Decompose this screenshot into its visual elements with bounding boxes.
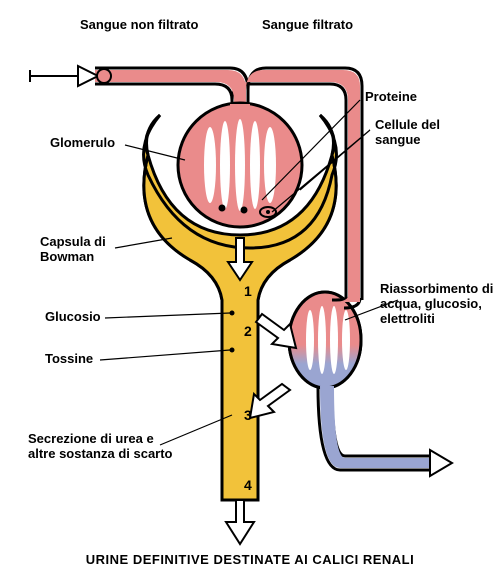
- label-proteine: Proteine: [365, 90, 417, 105]
- step-2: 2: [244, 323, 252, 339]
- glomerulus: [178, 103, 302, 227]
- step-1: 1: [244, 283, 252, 299]
- venous-vessel: [318, 386, 452, 476]
- caption-bottom: URINE DEFINITIVE DESTINATE AI CALICI REN…: [0, 552, 500, 567]
- label-secrezione: Secrezione di urea e altre sostanza di s…: [28, 432, 173, 462]
- label-tossine: Tossine: [45, 352, 93, 367]
- label-unfiltered: Sangue non filtrato: [80, 18, 198, 33]
- label-riassorbimento: Riassorbimento di acqua, glucosio, elett…: [380, 282, 493, 327]
- label-filtered: Sangue filtrato: [262, 18, 353, 33]
- label-glucosio: Glucosio: [45, 310, 101, 325]
- label-glomerulo: Glomerulo: [50, 136, 115, 151]
- step-3: 3: [244, 407, 252, 423]
- label-cellule: Cellule del sangue: [375, 118, 440, 148]
- step-4: 4: [244, 477, 252, 493]
- label-capsula: Capsula di Bowman: [40, 235, 106, 265]
